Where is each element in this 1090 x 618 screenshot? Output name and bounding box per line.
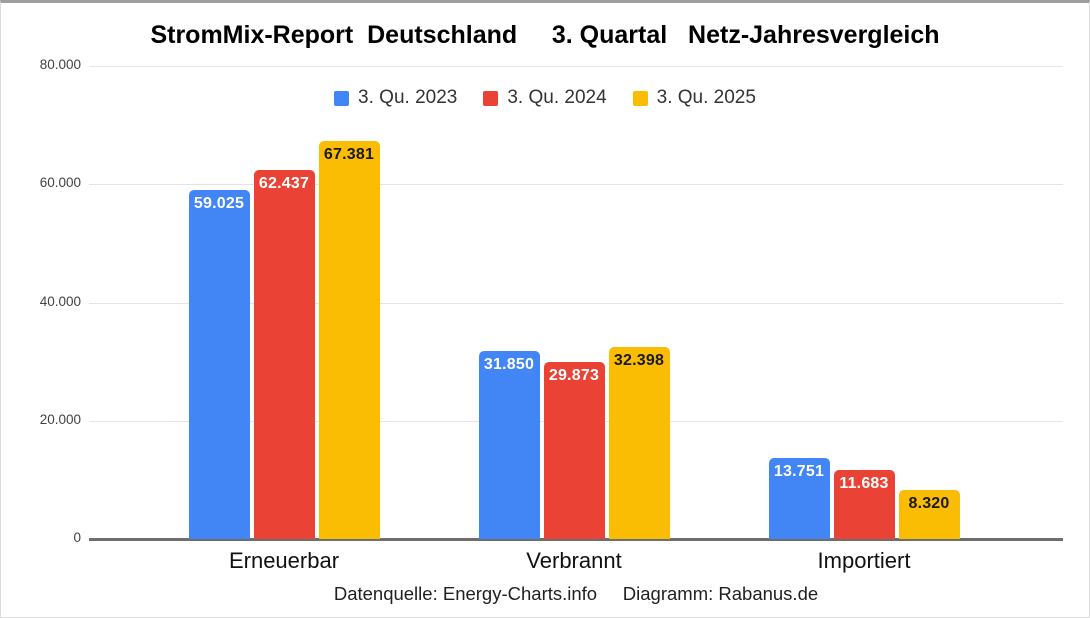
legend-item-3-qu-2023: 3. Qu. 2023	[334, 87, 457, 109]
x-axis-label-verbrannt: Verbrannt	[526, 548, 622, 573]
legend-label: 3. Qu. 2024	[507, 87, 607, 108]
bar-erneuerbar-3-qu-2023: 59.025	[188, 190, 250, 539]
x-axis-baseline	[89, 538, 1063, 541]
plot-area: 0 20.000 40.000 60.000 80.000 59.025 62.437 67.…	[1, 3, 1089, 617]
legend-item-3-qu-2024: 3. Qu. 2024	[483, 87, 607, 109]
bar-verbrannt-3-qu-2025: 32.398	[608, 347, 670, 539]
bar-value-label: 13.751	[773, 463, 825, 480]
bar-importiert-3-qu-2025: 8.320	[898, 490, 960, 539]
y-axis-tick-label: 80.000	[39, 57, 81, 72]
y-axis-tick-label: 40.000	[39, 293, 81, 309]
bar-value-label: 67.381	[323, 146, 375, 163]
bar-importiert-3-qu-2023: 13.751	[768, 458, 830, 539]
legend-label: 3. Qu. 2025	[656, 87, 756, 108]
x-axis-label-erneuerbar: Erneuerbar	[228, 548, 340, 573]
bar-value-label: 29.873	[548, 367, 600, 384]
bar-erneuerbar-3-qu-2024: 62.437	[253, 170, 315, 539]
chart-legend: 3. Qu. 2023 3. Qu. 2024 3. Qu. 2025	[1, 87, 1089, 109]
bar-verbrannt-3-qu-2024: 29.873	[543, 362, 605, 539]
y-axis-tick-label: 0	[73, 530, 81, 545]
bar-verbrannt-3-qu-2023: 31.850	[478, 351, 540, 539]
footer-source-note: Datenquelle: Energy-Charts.info Diagramm…	[333, 583, 819, 604]
legend-color-swatch-icon	[334, 90, 350, 106]
bar-importiert-3-qu-2024: 11.683	[833, 470, 895, 539]
bar-erneuerbar-3-qu-2025: 67.381	[318, 141, 380, 539]
gridline	[89, 302, 1063, 304]
gridline	[89, 184, 1063, 186]
legend-item-3-qu-2025: 3. Qu. 2025	[632, 87, 756, 109]
legend-label: 3. Qu. 2023	[358, 87, 458, 108]
gridline	[89, 66, 1063, 67]
chart-title: StromMix-Report Deutschland 3. Quartal N…	[150, 21, 940, 49]
y-axis-tick-label: 20.000	[39, 411, 81, 427]
x-axis-label-importiert: Importiert	[817, 548, 911, 573]
legend-color-swatch-icon	[483, 90, 499, 106]
bar-value-label: 11.683	[839, 475, 889, 492]
bar-value-label: 62.437	[258, 175, 310, 192]
bar-value-label: 31.850	[483, 356, 535, 373]
y-axis-tick-label: 60.000	[39, 175, 81, 191]
bar-value-label: 32.398	[613, 352, 665, 369]
legend-color-swatch-icon	[632, 90, 648, 106]
bar-value-label: 59.025	[193, 195, 245, 212]
bar-value-label: 8.320	[908, 495, 950, 512]
